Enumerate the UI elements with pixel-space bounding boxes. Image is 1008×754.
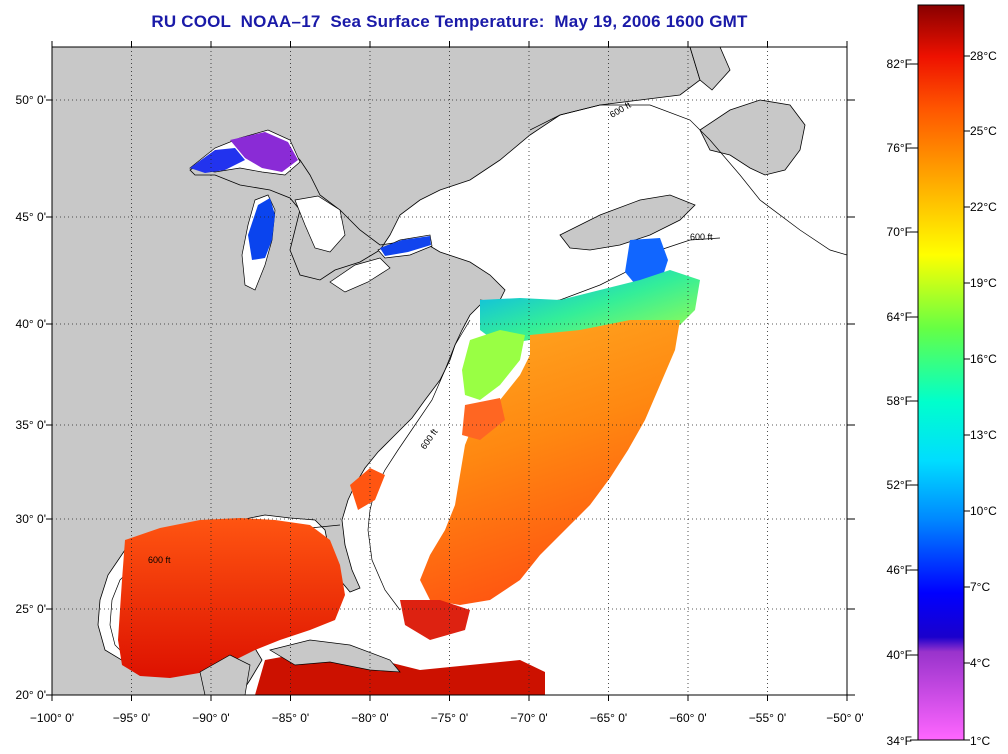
colorbar-f-label: 70°F (887, 225, 912, 239)
sst-lake-michigan (248, 198, 275, 260)
colorbar-c-label: 4°C (970, 656, 990, 670)
colorbar-c-label: 28°C (970, 49, 997, 63)
lon-label: −70° 0' (510, 711, 547, 725)
colorbar-c-label: 25°C (970, 124, 997, 138)
colorbar-f-label: 52°F (887, 478, 912, 492)
colorbar-f-label: 34°F (887, 734, 912, 748)
colorbar-c-label: 1°C (970, 734, 990, 748)
lat-label: 35° 0' (16, 418, 46, 432)
land-labrador (689, 47, 731, 91)
contour-600ft-north (529, 104, 847, 256)
lat-label: 50° 0' (16, 93, 46, 107)
lon-label: −90° 0' (192, 711, 229, 725)
lon-label: −55° 0' (749, 711, 786, 725)
lon-label: −80° 0' (351, 711, 388, 725)
colorbar-c-label: 19°C (970, 276, 997, 290)
sst-atlantic-offshore (420, 320, 680, 605)
map-area: 600 ft 600 ft 600 ft 600 ft (52, 47, 847, 695)
sst-lake-ontario (380, 236, 431, 256)
contour-label-gulf: 600 ft (148, 555, 171, 565)
axis-ticks (46, 41, 855, 701)
land-nova-scotia (559, 194, 696, 251)
colorbar-f-label: 58°F (887, 394, 912, 408)
colorbar-f-label: 40°F (887, 648, 912, 662)
lon-label: −50° 0' (826, 711, 863, 725)
lon-label: −65° 0' (590, 711, 627, 725)
sst-midatlantic-green (462, 330, 525, 400)
lat-label: 20° 0' (16, 688, 46, 702)
land-yucatan (199, 654, 251, 695)
sst-carolina-shelf (462, 398, 505, 440)
sst-bahamas (400, 600, 470, 640)
longitude-labels: −100° 0' −95° 0' −90° 0' −85° 0' −80° 0'… (30, 711, 864, 725)
lon-label: −75° 0' (431, 711, 468, 725)
colorbar-c-label: 10°C (970, 504, 997, 518)
latitude-labels: 20° 0' 25° 0' 30° 0' 35° 0' 40° 0' 45° 0… (16, 93, 46, 702)
colorbar-c-label: 7°C (970, 580, 990, 594)
colorbar-c-label: 16°C (970, 352, 997, 366)
sst-gulf-of-mexico (118, 518, 345, 678)
colorbar-ticks (910, 55, 970, 741)
lon-label: −100° 0' (30, 711, 74, 725)
lat-label: 40° 0' (16, 317, 46, 331)
sst-lake-superior-blue (190, 148, 245, 173)
colorbar-f-label: 76°F (887, 141, 912, 155)
map-title: RU COOL NOAA–17 Sea Surface Temperature:… (151, 12, 748, 31)
land-cuba (269, 639, 401, 673)
colorbar-f-label: 82°F (887, 57, 912, 71)
lon-label: −60° 0' (669, 711, 706, 725)
contour-label-shelf: 600 ft (690, 232, 713, 242)
lake-huron (294, 195, 346, 253)
colorbar: 34°F 40°F 46°F 52°F 58°F 64°F 70°F 76°F … (887, 4, 997, 748)
lat-label: 45° 0' (16, 210, 46, 224)
lon-label: −85° 0' (272, 711, 309, 725)
land-newfoundland (699, 99, 806, 176)
colorbar-scale (917, 4, 965, 741)
sst-lake-superior-purple (230, 132, 298, 172)
colorbar-f-label: 64°F (887, 310, 912, 324)
lake-erie (329, 257, 391, 293)
lat-label: 30° 0' (16, 512, 46, 526)
colorbar-c-label: 22°C (970, 200, 997, 214)
lat-label: 25° 0' (16, 602, 46, 616)
graticule (52, 47, 847, 695)
sst-florida-east (350, 468, 385, 510)
lon-label: −95° 0' (113, 711, 150, 725)
colorbar-f-label: 46°F (887, 563, 912, 577)
contour-600ft-southeast (367, 319, 471, 611)
colorbar-c-label: 13°C (970, 428, 997, 442)
